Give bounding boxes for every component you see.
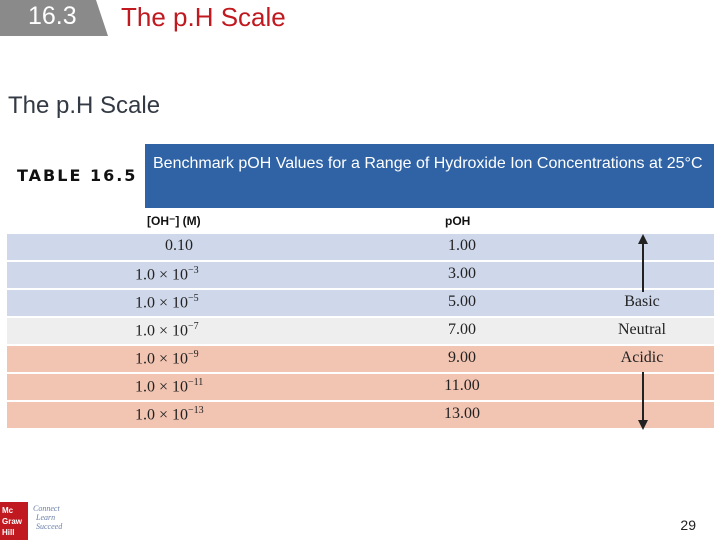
oh-value: 0.10 (165, 237, 193, 254)
column-header-row: [OH⁻] (M) pOH (7, 208, 714, 232)
oh-value: 1.0 × 10 (135, 378, 189, 396)
table-row: 1.0 × 10−5 5.00 Basic (7, 290, 714, 316)
publisher-logo: Mc Graw Hill Connect Learn Succeed (0, 498, 80, 540)
oh-value: 1.0 × 10 (135, 406, 189, 424)
table-label: TABLE 16.5 (17, 166, 138, 185)
svg-text:Succeed: Succeed (36, 522, 63, 531)
poh-cell: 11.00 (444, 377, 480, 394)
table-caption-box: Benchmark pOH Values for a Range of Hydr… (145, 144, 714, 208)
table-row: 1.0 × 10−9 9.00 Acidic (7, 346, 714, 372)
table-row: 1.0 × 10−13 13.00 (7, 402, 714, 428)
oh-exponent: −7 (188, 321, 199, 332)
table-label-box: TABLE 16.5 (7, 144, 145, 208)
oh-exponent: −9 (188, 349, 199, 360)
arrow-down-icon (638, 372, 648, 430)
oh-exponent: −3 (188, 265, 199, 276)
poh-cell: 7.00 (448, 321, 476, 338)
poh-cell: 9.00 (448, 349, 476, 366)
header-title: The p.H Scale (121, 2, 286, 32)
table-caption: Benchmark pOH Values for a Range of Hydr… (153, 155, 703, 172)
oh-value: 1.0 × 10 (135, 350, 189, 368)
oh-value: 1.0 × 10 (135, 294, 189, 312)
svg-text:Hill: Hill (2, 528, 14, 537)
poh-cell: 13.00 (444, 405, 480, 422)
section-number: 16.3 (28, 2, 77, 30)
oh-value: 1.0 × 10 (135, 322, 189, 340)
svg-text:Graw: Graw (2, 517, 23, 526)
column-header-oh: [OH⁻] (M) (147, 214, 201, 228)
column-header-poh: pOH (445, 214, 471, 228)
ph-table-figure: TABLE 16.5 Benchmark pOH Values for a Ra… (7, 144, 714, 432)
class-label-acidic: Acidic (620, 349, 664, 366)
svg-text:Mc: Mc (2, 506, 14, 515)
oh-value: 1.0 × 10 (135, 266, 189, 284)
poh-cell: 1.00 (448, 237, 476, 254)
table-row: 1.0 × 10−7 7.00 Neutral (7, 318, 714, 344)
oh-cell: 0.10 (135, 237, 295, 255)
poh-cell: 3.00 (448, 265, 476, 282)
section-tab: 16.3 (0, 0, 108, 36)
oh-exponent: −5 (188, 293, 199, 304)
poh-cell: 5.00 (448, 293, 476, 310)
page-number: 29 (680, 517, 696, 533)
mcgraw-hill-logo-icon: Mc Graw Hill Connect Learn Succeed (0, 502, 63, 540)
oh-cell: 1.0 × 10−9 (135, 349, 265, 368)
class-label-basic: Basic (624, 293, 660, 310)
arrow-up-icon (638, 234, 648, 292)
section-tab-shape (0, 0, 108, 36)
table-row: 0.10 1.00 (7, 234, 714, 260)
slide-subtitle: The p.H Scale (8, 92, 161, 119)
oh-cell: 1.0 × 10−3 (135, 265, 265, 284)
oh-exponent: −13 (188, 405, 204, 416)
table-header: TABLE 16.5 Benchmark pOH Values for a Ra… (7, 144, 714, 208)
svg-text:Connect: Connect (33, 504, 60, 513)
oh-exponent: −11 (188, 377, 204, 388)
svg-text:Learn: Learn (35, 513, 55, 522)
table-row: 1.0 × 10−11 11.00 (7, 374, 714, 400)
oh-cell: 1.0 × 10−5 (135, 293, 265, 312)
oh-cell: 1.0 × 10−13 (135, 405, 265, 424)
oh-cell: 1.0 × 10−7 (135, 321, 265, 340)
oh-cell: 1.0 × 10−11 (135, 377, 265, 396)
class-label-neutral: Neutral (618, 321, 666, 338)
table-row: 1.0 × 10−3 3.00 (7, 262, 714, 288)
